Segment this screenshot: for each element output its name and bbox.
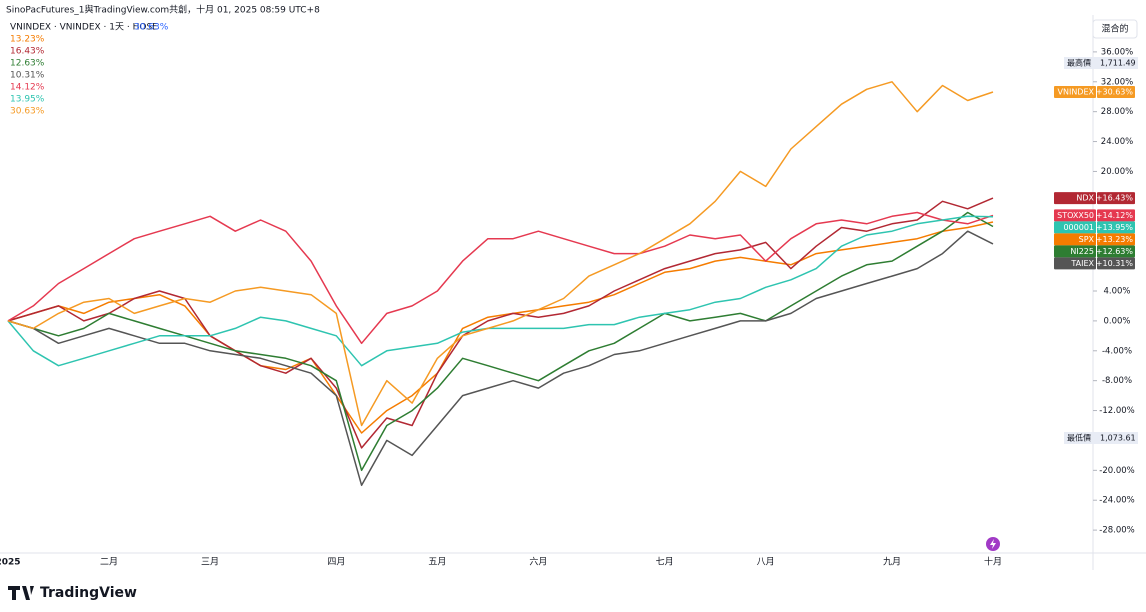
series-tag-name: NDX xyxy=(1076,194,1094,203)
y-tick-label: 20.00% xyxy=(1101,167,1133,177)
x-tick-label: 五月 xyxy=(428,557,446,568)
x-tick-label: 七月 xyxy=(656,557,674,568)
series-tag-name-box xyxy=(1054,192,1096,205)
y-tick-label: -28.00% xyxy=(1099,526,1134,536)
y-tick-label: -24.00% xyxy=(1099,496,1134,506)
y-tick-label: 0.00% xyxy=(1103,316,1130,326)
x-tick-label: 二月 xyxy=(100,557,118,568)
brand: TradingView xyxy=(40,585,137,601)
legend-value: 12.63% xyxy=(10,59,45,69)
y-tick-label: 32.00% xyxy=(1101,77,1133,87)
y-tick-label: -20.00% xyxy=(1099,466,1134,476)
low-tag xyxy=(1064,432,1138,444)
series-tag-value: +16.43% xyxy=(1096,194,1134,203)
series-tag-name-box xyxy=(1054,86,1096,99)
series-tag-value-box xyxy=(1097,233,1135,246)
x-tick-label: 八月 xyxy=(757,557,775,568)
series-tag-name: 000001 xyxy=(1063,223,1094,232)
x-tick-label: 九月 xyxy=(883,557,901,568)
brand-logo xyxy=(8,586,34,600)
series-line xyxy=(7,197,994,449)
series-line xyxy=(7,215,994,367)
series-tag-value-box xyxy=(1097,245,1135,258)
series-tag-value-box xyxy=(1097,257,1135,270)
low-label: 最低價 xyxy=(1067,433,1091,443)
series-tag-name: STOXX50 xyxy=(1057,211,1094,220)
y-tick-label: -12.00% xyxy=(1099,406,1134,416)
series-line xyxy=(7,81,994,427)
series-tag-name-box xyxy=(1054,257,1096,270)
series-tag-name: VNINDEX xyxy=(1058,88,1095,97)
y-tick-label: 4.00% xyxy=(1103,287,1130,297)
y-tick-label: -4.00% xyxy=(1102,346,1132,356)
legend-value: 14.12% xyxy=(10,83,45,93)
events-icon-bolt xyxy=(990,539,996,549)
series-tag-value-box xyxy=(1097,209,1135,222)
high-tag xyxy=(1064,57,1138,69)
series-tag-value-box xyxy=(1097,192,1135,205)
low-value: 1,073.61 xyxy=(1100,434,1136,443)
legend-value: 10.31% xyxy=(10,71,45,81)
y-tick-label: 24.00% xyxy=(1101,137,1133,147)
x-tick-label: 十月 xyxy=(984,556,1002,568)
series-tag-name-box xyxy=(1054,245,1096,258)
main-legend-value: 30.63% xyxy=(134,23,169,33)
x-tick-label: 2025 xyxy=(0,558,21,568)
series-line xyxy=(7,230,994,487)
series-tag-name-box xyxy=(1054,221,1096,234)
series-tag-name-box xyxy=(1054,209,1096,222)
chart-title: SinoPacFutures_1與TradingView.com共創，十月 01… xyxy=(6,4,320,16)
series-tag-name: TAIEX xyxy=(1070,259,1094,268)
high-label: 最高價 xyxy=(1067,58,1091,68)
legend-value: 13.23% xyxy=(10,35,45,45)
series-line xyxy=(7,211,994,472)
series-line xyxy=(7,221,994,434)
legend-value: 13.95% xyxy=(10,95,45,105)
series-tag-value-box xyxy=(1097,86,1135,99)
series-tag-value: +30.63% xyxy=(1096,88,1134,97)
series-line xyxy=(7,211,994,345)
legend-value: 30.63% xyxy=(10,107,45,117)
y-tick-label: -8.00% xyxy=(1102,376,1132,386)
series-tag-value: +13.23% xyxy=(1096,235,1134,244)
y-tick-label: 36.00% xyxy=(1101,47,1133,57)
series-tag-value: +13.95% xyxy=(1096,223,1134,232)
x-tick-label: 三月 xyxy=(201,557,219,568)
y-tick-label: 28.00% xyxy=(1101,107,1133,117)
series-tag-value: +14.12% xyxy=(1096,211,1134,220)
series-tag-name: SPX xyxy=(1079,235,1095,244)
series-tag-name-box xyxy=(1054,233,1096,246)
scale-mode[interactable]: 混合的 xyxy=(1101,23,1128,35)
series-tag-value: +12.63% xyxy=(1096,247,1134,256)
series-tag-value: +10.31% xyxy=(1096,259,1134,268)
series-tag-value-box xyxy=(1097,221,1135,234)
legend-value: 16.43% xyxy=(10,47,45,57)
high-value: 1,711.49 xyxy=(1100,59,1136,68)
x-tick-label: 六月 xyxy=(529,556,547,568)
main-legend: VNINDEX · VNINDEX · 1天 · HOSE xyxy=(10,23,158,33)
series-tag-name: NI225 xyxy=(1070,247,1094,256)
x-tick-label: 四月 xyxy=(327,557,345,568)
